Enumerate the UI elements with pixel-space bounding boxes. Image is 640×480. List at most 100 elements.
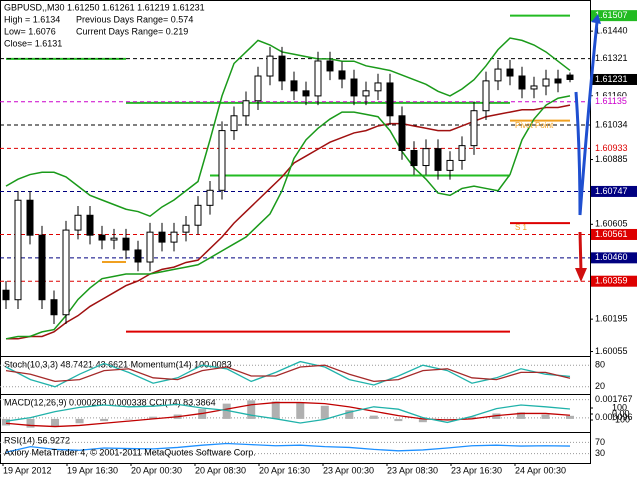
arrow (578, 231, 583, 273)
price-marker-label: 1.61034 (595, 119, 628, 129)
price-marker (591, 228, 637, 240)
arrow-head (591, 14, 601, 24)
candle-body (2, 289, 10, 301)
price-marker (591, 185, 637, 197)
candle-body (242, 100, 250, 117)
price-marker (591, 275, 637, 287)
x-tick-label: 20 Apr 08:30 (195, 465, 246, 475)
price-marker (591, 252, 637, 264)
candle-body (230, 115, 238, 132)
info-text: Previous Days Range= 0.574 (76, 14, 193, 24)
annotation: S 1 (515, 223, 528, 232)
histogram-bar (75, 418, 84, 424)
candle-body (254, 75, 262, 102)
candle-body (266, 55, 274, 77)
x-tick-label: 23 Apr 16:30 (451, 465, 502, 475)
price-marker-label: 1.61231 (595, 74, 628, 84)
y-tick-label: 1.60195 (595, 314, 628, 324)
candle-body (362, 90, 370, 97)
candle-body (338, 70, 346, 80)
y2-tick-label: 0.00 (612, 408, 630, 418)
indicator-line (5, 403, 571, 424)
candle-body (458, 145, 466, 161)
histogram-bar (271, 401, 280, 419)
candle-body (446, 159, 454, 171)
candle-body (14, 199, 22, 301)
y-tick-label: 1.61160 (595, 90, 627, 100)
y2-tick-label: -100 (612, 414, 630, 424)
y-tick-label: 30 (595, 448, 605, 458)
histogram-bar (418, 418, 427, 423)
candle-body (434, 148, 442, 171)
histogram-bar (149, 416, 158, 419)
candle-body (542, 78, 550, 87)
histogram-bar (2, 418, 10, 426)
candle-body (158, 231, 166, 243)
candle-body (170, 231, 178, 243)
candle-body (518, 75, 526, 90)
histogram-bar (516, 412, 525, 419)
candle-body (470, 110, 478, 147)
candle-body (314, 60, 322, 97)
candle-body (50, 299, 58, 316)
candle-body (350, 78, 358, 97)
y-tick-label: 0.000096 (595, 412, 633, 422)
candle-body (410, 150, 418, 167)
candle-body (566, 74, 574, 80)
candle-body (218, 130, 226, 191)
candle-body (278, 55, 286, 82)
candle-body (110, 237, 118, 241)
histogram-bar (100, 418, 109, 422)
x-tick-label: 23 Apr 00:30 (323, 465, 374, 475)
histogram-bar (51, 418, 60, 427)
candle-body (290, 80, 298, 92)
price-marker (591, 53, 637, 65)
price-marker-label: 1.60561 (595, 229, 628, 239)
price-marker (591, 142, 637, 154)
x-tick-label: 20 Apr 16:30 (259, 465, 310, 475)
histogram-bar (320, 405, 329, 419)
price-marker (591, 96, 637, 108)
price-marker-label: 1.61507 (595, 10, 628, 20)
histogram-bar (247, 400, 256, 419)
price-marker (591, 119, 637, 131)
price-marker-label: 1.60933 (595, 143, 628, 153)
candle-body (398, 115, 406, 152)
y-tick-label: 20 (595, 381, 605, 391)
x-tick-label: 19 Apr 2012 (3, 465, 52, 475)
pane-label: RSI(14) 56.9272 (4, 435, 70, 445)
y-tick-label: 1.60055 (595, 346, 628, 356)
histogram-bar (222, 403, 231, 419)
y-tick-label: 1.60885 (595, 154, 628, 164)
histogram-bar (345, 410, 354, 419)
info-text: Close= 1.6131 (4, 38, 62, 48)
indicator-line (5, 401, 571, 428)
arrow-head (575, 268, 587, 282)
candle-body (98, 234, 106, 241)
x-tick-label: 24 Apr 00:30 (515, 465, 566, 475)
histogram-bar (369, 415, 378, 419)
candle-body (494, 68, 502, 82)
histogram-bar (296, 402, 305, 419)
indicator-line (5, 442, 571, 453)
candle-body (422, 148, 430, 167)
histogram-bar (467, 416, 476, 419)
candle-body (302, 90, 310, 97)
histogram-bar (26, 418, 35, 428)
pane-label: MACD(12,26,9) 0.000283 0.000338 CCI(14) … (4, 397, 216, 407)
price-marker-label: 1.60359 (595, 276, 628, 286)
price-marker-label: 1.61135 (595, 96, 627, 106)
candle-body (374, 82, 382, 92)
arrow (574, 21, 599, 216)
price-marker (591, 10, 637, 22)
y2-tick-label: 100 (612, 402, 627, 412)
candle-body (530, 85, 538, 90)
candle-body (506, 68, 514, 77)
histogram-bar (541, 414, 550, 419)
y-tick-label: 1.60605 (595, 219, 628, 229)
candle-body (26, 199, 34, 236)
x-tick-label: 19 Apr 16:30 (67, 465, 118, 475)
price-marker (591, 73, 637, 85)
candle-body (182, 224, 190, 233)
price-marker-label: 1.60460 (595, 252, 628, 262)
